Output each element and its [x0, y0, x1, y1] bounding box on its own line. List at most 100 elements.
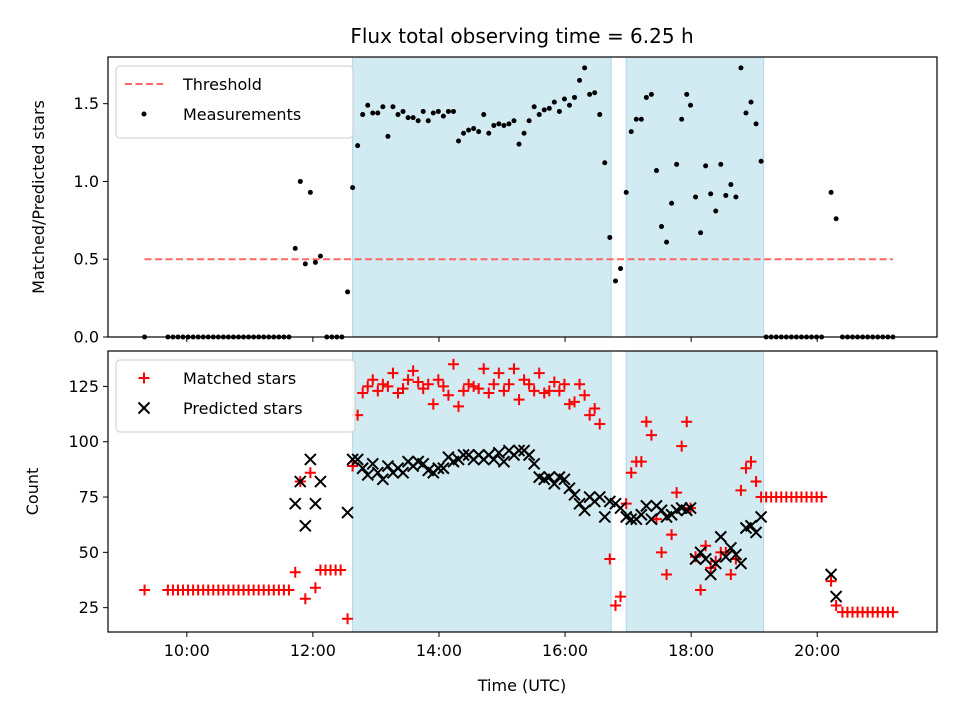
bottom-data-point — [372, 385, 384, 397]
top-data-point — [302, 261, 308, 267]
top-data-point — [526, 118, 532, 124]
bottom-observing-window-1 — [352, 351, 612, 632]
bottom-data-point — [483, 387, 495, 399]
bottom-data-point — [437, 462, 450, 475]
bottom-data-point — [356, 462, 369, 475]
top-data-point — [312, 259, 318, 265]
top-data-point — [592, 90, 598, 96]
bottom-data-point — [463, 378, 475, 390]
bottom-data-point — [361, 468, 374, 482]
top-data-point — [536, 112, 542, 118]
bottom-data-point — [548, 477, 561, 490]
top-data-point — [375, 110, 381, 116]
bottom-data-point — [714, 530, 727, 544]
bottom-data-point — [289, 497, 302, 510]
bottom-data-point — [473, 383, 485, 395]
x-tick-label: 18:00 — [668, 641, 714, 660]
bottom-data-point — [512, 444, 526, 457]
top-data-point — [400, 108, 406, 114]
bottom-data-point — [563, 398, 575, 410]
top-data-point — [307, 189, 313, 195]
bottom-legend-swatch — [138, 372, 150, 384]
bottom-data-point — [695, 584, 707, 596]
top-axes-frame — [107, 56, 938, 338]
bottom-data-point — [656, 546, 668, 558]
bottom-y-tick-label: 125 — [68, 377, 99, 396]
top-data-point — [350, 185, 356, 191]
bottom-legend-label: Matched stars — [183, 369, 296, 388]
bottom-data-point — [347, 460, 359, 472]
x-axis-title: Time (UTC) — [477, 676, 566, 695]
top-data-point — [623, 189, 629, 195]
bottom-data-point — [569, 396, 581, 408]
bottom-data-point — [492, 446, 506, 459]
x-tick-label: 10:00 — [164, 641, 210, 660]
bottom-data-point — [538, 387, 550, 399]
top-data-point — [612, 278, 618, 284]
bottom-data-point — [594, 418, 606, 430]
top-data-point — [607, 234, 613, 240]
top-data-point — [541, 107, 547, 113]
top-legend-label: Measurements — [183, 105, 301, 124]
bottom-data-point — [397, 383, 409, 395]
x-tick-label: 20:00 — [794, 641, 840, 660]
top-data-point — [587, 91, 593, 97]
bottom-data-point — [825, 575, 837, 587]
bottom-data-point — [487, 453, 501, 466]
top-data-point — [708, 191, 714, 197]
bottom-data-point — [640, 499, 653, 513]
bottom-data-point — [615, 591, 627, 603]
bottom-data-point — [299, 593, 311, 605]
bottom-data-point — [299, 519, 312, 533]
bottom-data-point — [543, 470, 556, 484]
top-data-point — [435, 108, 441, 114]
bottom-data-point — [593, 490, 606, 504]
bottom-data-point — [548, 376, 560, 388]
bottom-data-point — [614, 501, 627, 515]
top-data-point — [577, 77, 583, 83]
bottom-data-point — [745, 456, 757, 468]
bottom-data-point — [457, 448, 470, 462]
top-data-point — [728, 182, 734, 188]
x-tick-label: 14:00 — [416, 641, 462, 660]
top-legend-box — [115, 65, 354, 139]
top-y-tick-label: 1.0 — [74, 172, 99, 191]
top-data-point — [521, 130, 527, 136]
top-data-point — [471, 126, 477, 132]
bottom-observing-window-2 — [626, 351, 764, 632]
bottom-data-point — [645, 512, 658, 526]
bottom-data-point — [432, 462, 445, 475]
top-data-point — [743, 110, 749, 116]
bottom-data-point — [724, 541, 738, 555]
top-data-point — [380, 104, 386, 110]
top-data-point — [679, 116, 685, 122]
top-data-point — [703, 163, 709, 169]
top-data-point — [738, 65, 744, 71]
bottom-series-matched-stars — [139, 358, 899, 625]
top-data-point — [633, 116, 639, 122]
top-data-point — [345, 289, 351, 295]
top-data-point — [561, 96, 567, 102]
bottom-data-point — [533, 367, 545, 379]
top-data-point — [659, 224, 665, 230]
bottom-data-point — [382, 380, 394, 392]
bottom-data-point — [645, 429, 657, 441]
bottom-data-point — [543, 385, 555, 397]
bottom-data-point — [304, 453, 317, 466]
top-data-point — [688, 102, 694, 108]
bottom-data-point — [367, 374, 379, 386]
bottom-data-point — [735, 484, 747, 496]
bottom-series-predicted-stars — [289, 444, 843, 603]
top-legend: Threshold Measurements — [115, 65, 354, 139]
top-data-point — [638, 116, 644, 122]
bottom-data-point — [497, 455, 511, 468]
top-data-point — [669, 200, 675, 206]
bottom-data-point — [402, 374, 414, 386]
top-data-point — [317, 253, 323, 259]
bottom-data-point — [655, 504, 668, 517]
top-data-point — [723, 192, 729, 198]
top-data-point — [425, 118, 431, 124]
bottom-data-point — [740, 462, 752, 474]
top-data-point — [486, 130, 492, 136]
bottom-data-point — [432, 374, 444, 386]
